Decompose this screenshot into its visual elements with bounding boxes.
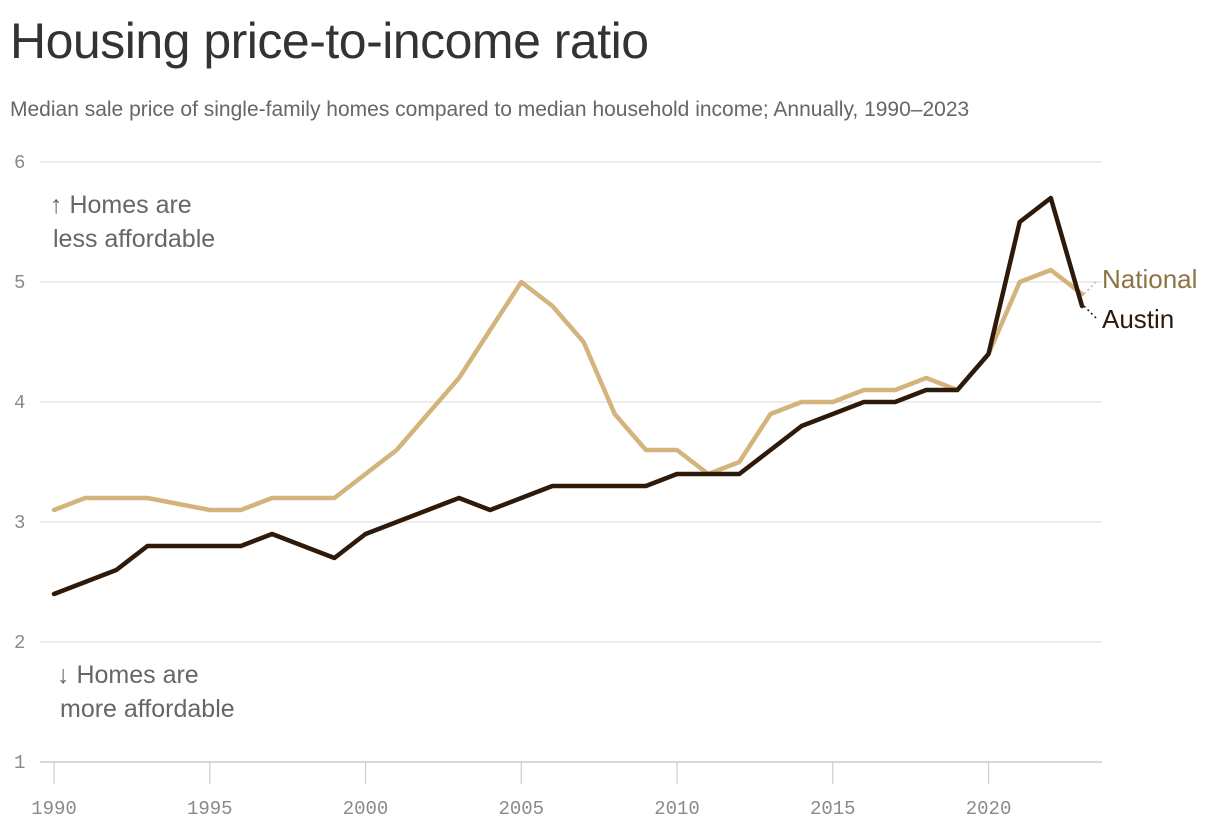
x-tick-label-2020: 2020: [966, 798, 1012, 820]
x-tick-label-2015: 2015: [810, 798, 856, 820]
x-axis-ticks: 1990 1995 2000 2005 2010 2015 2020: [31, 762, 1011, 820]
x-tick-label-2010: 2010: [654, 798, 700, 820]
y-tick-label-3: 3: [14, 512, 25, 534]
series-label-national: National: [1102, 264, 1197, 294]
annotation-more-affordable-line2: more affordable: [60, 695, 235, 723]
series-leader-national: [1083, 279, 1099, 295]
y-tick-label-6: 6: [14, 152, 25, 174]
gridlines: [40, 161, 1102, 763]
series-lines: [51, 195, 1085, 597]
annotation-less-affordable-line2: less affordable: [53, 225, 215, 253]
y-tick-label-4: 4: [14, 392, 25, 414]
y-tick-label-5: 5: [14, 272, 25, 294]
series-line-austin: [51, 195, 1085, 597]
annotations: ↑ Homes are less affordable ↓ Homes are …: [50, 191, 235, 723]
annotation-less-affordable-line1: ↑ Homes are: [50, 191, 192, 219]
y-tick-label-2: 2: [14, 632, 25, 654]
x-tick-label-1995: 1995: [187, 798, 233, 820]
y-tick-label-1: 1: [14, 752, 25, 774]
series-line-national: [51, 267, 1085, 513]
annotation-more-affordable-line1: ↓ Homes are: [57, 661, 199, 689]
y-axis-ticks: 1 2 3 4 5 6: [14, 152, 25, 774]
x-tick-label-1990: 1990: [31, 798, 77, 820]
series-leader-austin: [1083, 305, 1099, 321]
x-tick-label-2005: 2005: [498, 798, 544, 820]
chart-title: Housing price-to-income ratio: [10, 13, 649, 69]
x-tick-label-2000: 2000: [343, 798, 389, 820]
series-labels: National Austin: [1083, 264, 1197, 334]
series-label-austin: Austin: [1102, 304, 1174, 334]
chart-subtitle: Median sale price of single-family homes…: [10, 98, 970, 121]
